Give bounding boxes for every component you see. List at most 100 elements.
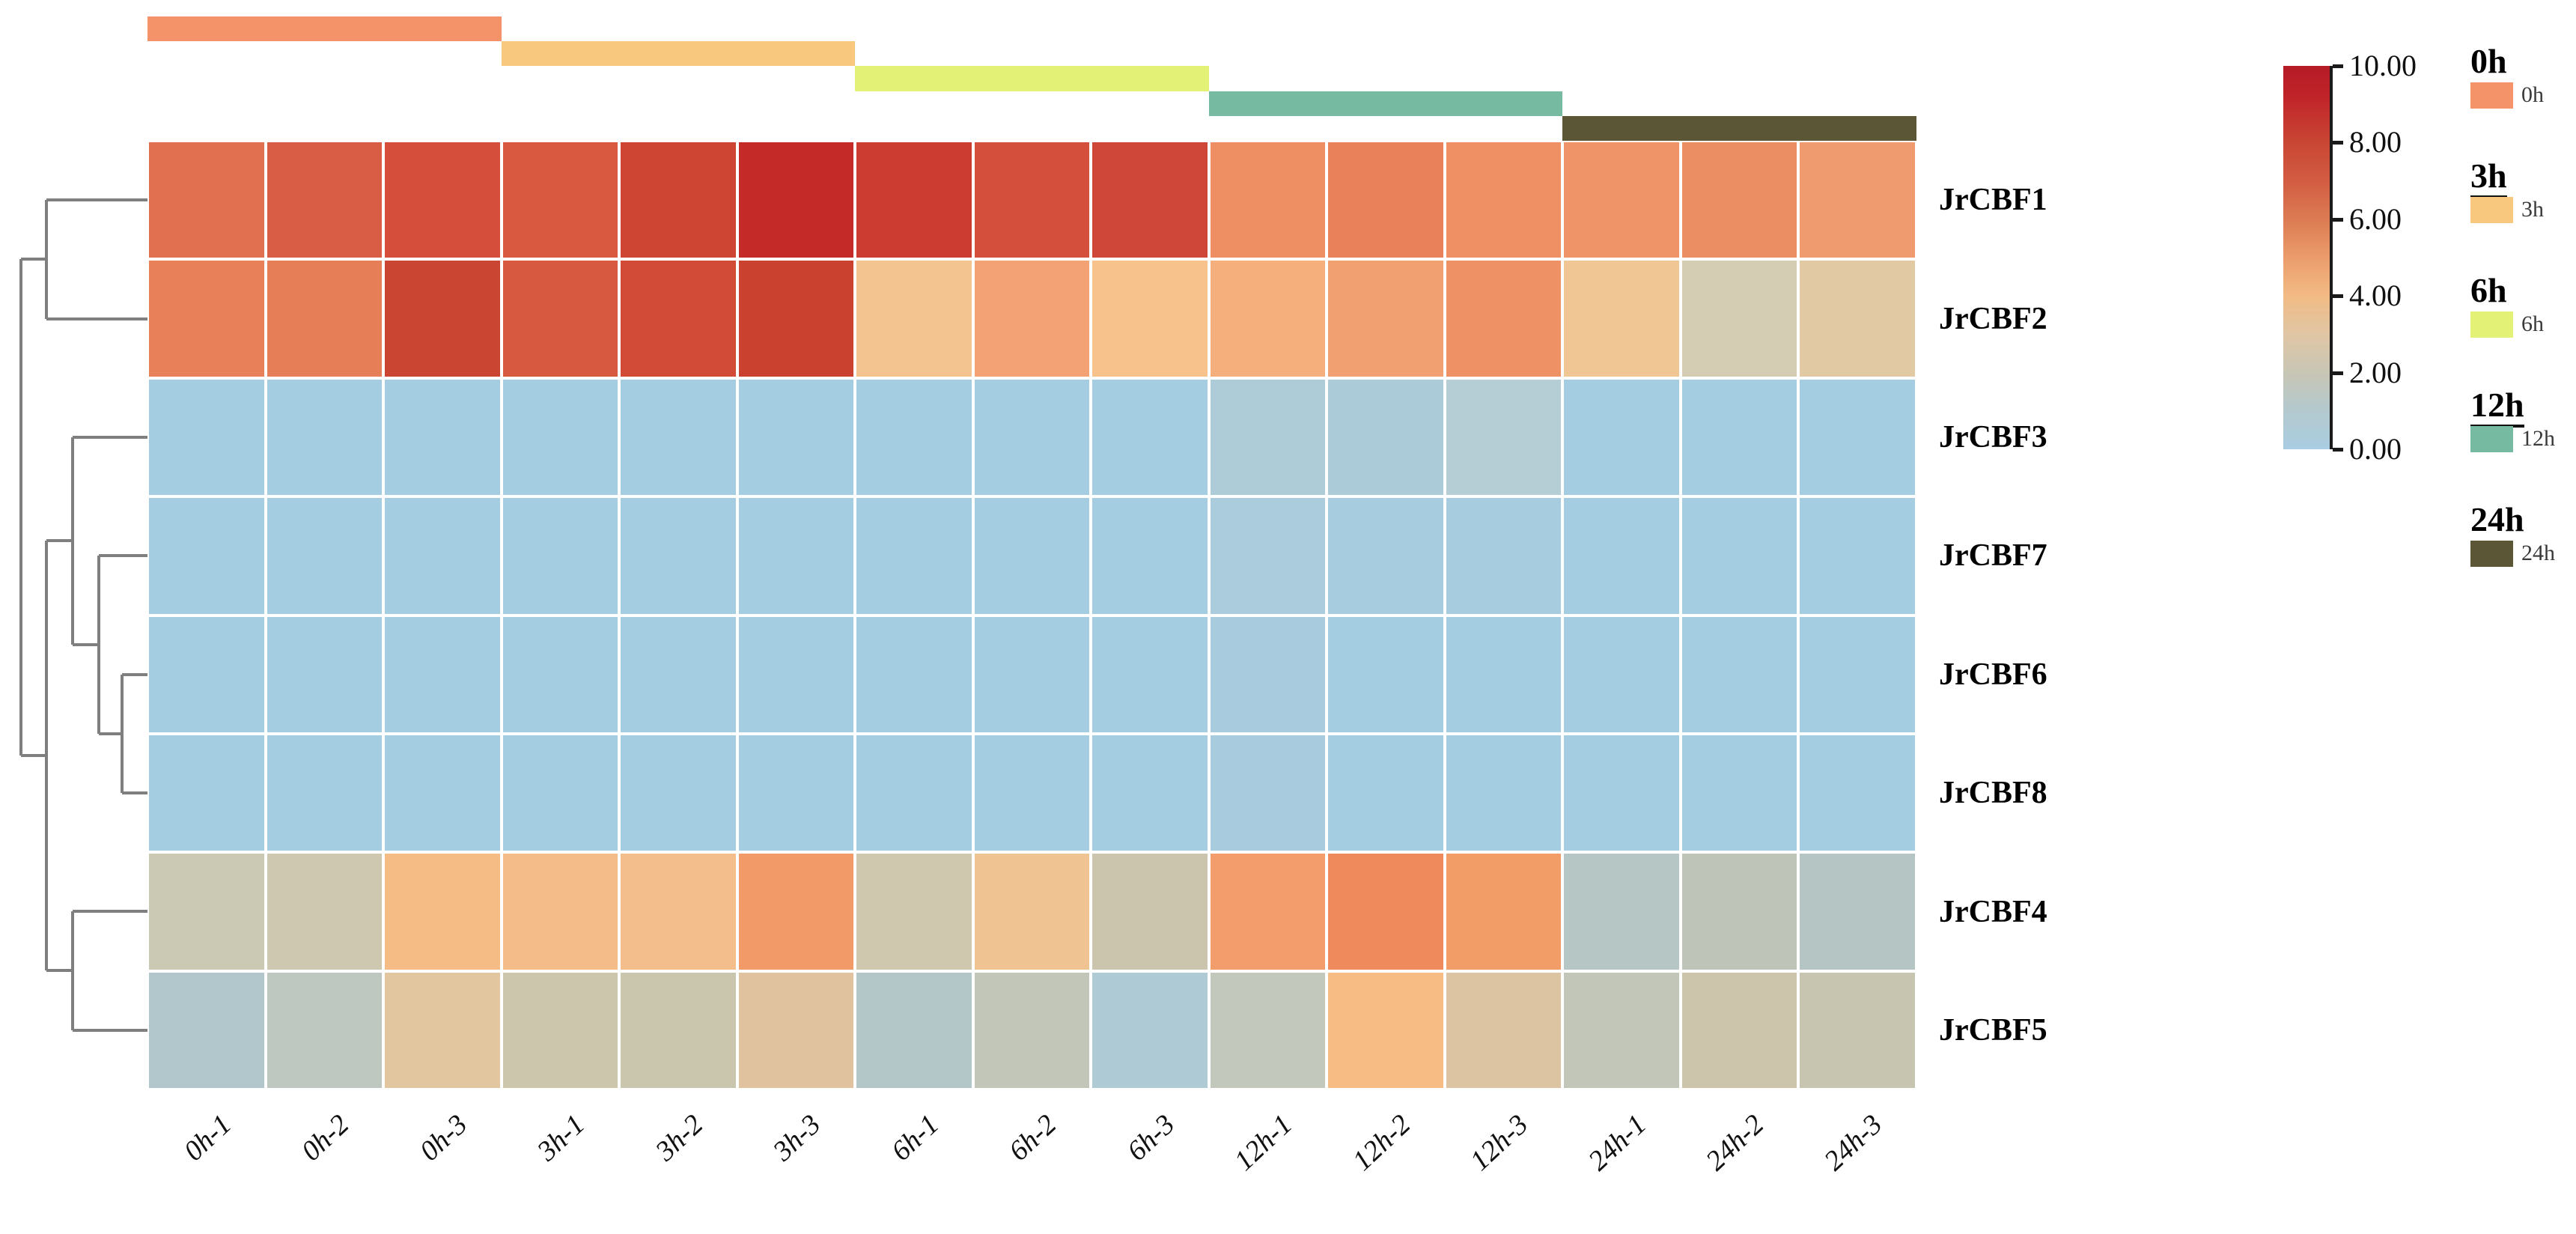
heatmap-cell	[621, 379, 736, 496]
group-bar-0h	[147, 16, 502, 42]
legend-swatch-12h	[2470, 426, 2513, 452]
heatmap-cell	[1800, 142, 1915, 258]
heatmap-cell	[502, 854, 618, 970]
heatmap-cell	[267, 498, 382, 614]
heatmap-cell	[1446, 498, 1561, 614]
heatmap-cell	[1328, 616, 1443, 732]
heatmap-cell	[149, 735, 264, 851]
heatmap-cell	[621, 616, 736, 732]
heatmap-cell	[1564, 972, 1679, 1089]
heatmap-cell	[1328, 735, 1443, 851]
heatmap-cell	[974, 498, 1089, 614]
heatmap-cell	[1681, 854, 1797, 970]
heatmap-cell	[974, 379, 1089, 496]
heatmap-cell	[856, 498, 972, 614]
colorbar-tick	[2333, 217, 2343, 222]
heatmap-cell	[149, 261, 264, 377]
heatmap-cell	[1564, 142, 1679, 258]
heatmap-cell	[621, 498, 736, 614]
heatmap-cell	[738, 261, 853, 377]
heatmap-cell	[856, 379, 972, 496]
colorbar-tick-label: 6.00	[2349, 201, 2402, 236]
heatmap-cell	[738, 142, 853, 258]
legend-swatch-6h	[2470, 311, 2513, 338]
heatmap-cell	[1800, 854, 1915, 970]
colorbar-tick-label: 4.00	[2349, 279, 2402, 313]
heatmap-cell	[738, 616, 853, 732]
heatmap-cell	[1681, 498, 1797, 614]
heatmap-cell	[856, 735, 972, 851]
heatmap-cell	[267, 379, 382, 496]
heatmap-cell	[1092, 261, 1208, 377]
group-bar-12h	[1208, 91, 1562, 116]
heatmap-cell	[738, 854, 853, 970]
heatmap-cell	[502, 735, 618, 851]
heatmap-cell	[1328, 142, 1443, 258]
legend-swatch-label-12h: 12h	[2521, 426, 2555, 451]
heatmap-cell	[1210, 261, 1325, 377]
heatmap-cell	[385, 498, 500, 614]
legend-title-6h: 6h	[2470, 271, 2507, 309]
heatmap-cell	[1800, 616, 1915, 732]
heatmap-cell	[1210, 854, 1325, 970]
colorbar-tick	[2333, 448, 2343, 452]
heatmap-cell	[1092, 616, 1208, 732]
row-label-JrCBF2: JrCBF2	[1939, 301, 2047, 336]
heatmap-cell	[1092, 142, 1208, 258]
heatmap-cell	[385, 972, 500, 1089]
heatmap-cell	[1092, 379, 1208, 496]
legend-swatch-0h	[2470, 82, 2513, 109]
legend-title-12h: 12h	[2470, 388, 2524, 428]
heatmap-cell	[974, 854, 1089, 970]
heatmap-cell	[1446, 972, 1561, 1089]
heatmap-cell	[1092, 972, 1208, 1089]
group-bar-24h	[1562, 115, 1916, 141]
row-label-JrCBF1: JrCBF1	[1939, 183, 2047, 218]
heatmap-cell	[502, 142, 618, 258]
heatmap-cell	[738, 735, 853, 851]
heatmap-cell	[1564, 261, 1679, 377]
heatmap-cell	[1564, 854, 1679, 970]
colorbar-gradient	[2283, 66, 2330, 449]
heatmap-cell	[1446, 142, 1561, 258]
heatmap-cell	[502, 261, 618, 377]
legend-swatch-label-3h: 3h	[2521, 197, 2544, 222]
heatmap-cell	[974, 261, 1089, 377]
heatmap-cell	[1328, 972, 1443, 1089]
heatmap-cell	[267, 972, 382, 1089]
heatmap-cell	[1328, 379, 1443, 496]
colorbar-axis-line	[2330, 66, 2333, 449]
heatmap-cell	[1681, 735, 1797, 851]
heatmap-cell	[1681, 142, 1797, 258]
heatmap-cell	[1564, 616, 1679, 732]
heatmap-cell	[621, 261, 736, 377]
heatmap-cell	[267, 261, 382, 377]
colorbar-tick-label: 8.00	[2349, 125, 2402, 159]
heatmap-cell	[856, 854, 972, 970]
heatmap-cell	[385, 735, 500, 851]
heatmap-cell	[1446, 735, 1561, 851]
heatmap-cell	[1446, 854, 1561, 970]
heatmap-cell	[621, 854, 736, 970]
heatmap-cell	[738, 498, 853, 614]
heatmap-cell	[149, 142, 264, 258]
heatmap-cell	[1681, 261, 1797, 377]
legend-swatch-label-24h: 24h	[2521, 541, 2555, 565]
row-label-JrCBF7: JrCBF7	[1939, 538, 2047, 574]
legend-title-3h: 3h	[2470, 159, 2507, 198]
heatmap-cell	[1446, 379, 1561, 496]
colorbar-tick	[2333, 294, 2343, 299]
heatmap-cell	[1800, 972, 1915, 1089]
heatmap-cell	[856, 972, 972, 1089]
legend-swatch-24h	[2470, 541, 2513, 567]
heatmap-cell	[738, 972, 853, 1089]
row-label-JrCBF3: JrCBF3	[1939, 420, 2047, 455]
heatmap-cell	[1092, 735, 1208, 851]
group-bar-3h	[501, 41, 855, 67]
heatmap-cell	[1800, 735, 1915, 851]
heatmap-cell	[621, 972, 736, 1089]
heatmap-cell	[1800, 379, 1915, 496]
heatmap-cell	[385, 379, 500, 496]
heatmap-cell	[267, 616, 382, 732]
